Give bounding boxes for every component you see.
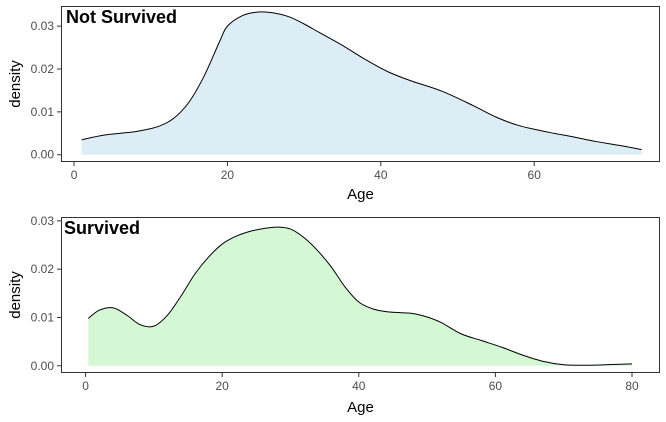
density-area <box>81 11 642 155</box>
y-axis-title: density <box>7 60 24 108</box>
y-axis-title: density <box>7 271 24 319</box>
x-axis-title: Age <box>347 399 374 416</box>
chart-title: Survived <box>64 218 140 238</box>
x-tick-label: 40 <box>352 379 366 393</box>
x-tick-label: 0 <box>82 379 89 393</box>
panel-border <box>61 6 660 162</box>
chart-title: Not Survived <box>66 7 177 27</box>
panel-border <box>61 217 660 373</box>
y-tick-label: 0.00 <box>31 359 55 373</box>
y-tick-label: 0.00 <box>31 148 55 162</box>
x-tick-label: 40 <box>374 168 388 182</box>
x-tick-label: 80 <box>625 379 639 393</box>
x-tick-label: 60 <box>528 168 542 182</box>
x-tick-label: 20 <box>216 379 230 393</box>
panel-survived: 0 20 40 60 80 0.00 0.01 0.02 0.03 Age density Survi… <box>7 214 660 416</box>
y-tick-label: 0.03 <box>31 214 55 228</box>
density-area <box>88 227 632 366</box>
y-tick-label: 0.01 <box>31 105 55 119</box>
y-tick-label: 0.02 <box>31 262 55 276</box>
y-tick-label: 0.03 <box>31 19 55 33</box>
x-tick-label: 20 <box>221 168 235 182</box>
density-curve <box>81 11 642 151</box>
panel-not-survived: 0 20 40 60 0.00 0.01 0.02 0.03 Age density Not Sur… <box>7 6 660 203</box>
x-tick-label: 0 <box>71 168 78 182</box>
density-curve <box>88 226 633 366</box>
x-axis-title: Age <box>347 186 374 203</box>
y-tick-label: 0.01 <box>31 310 55 324</box>
x-tick-label: 60 <box>489 379 503 393</box>
y-tick-label: 0.02 <box>31 62 55 76</box>
